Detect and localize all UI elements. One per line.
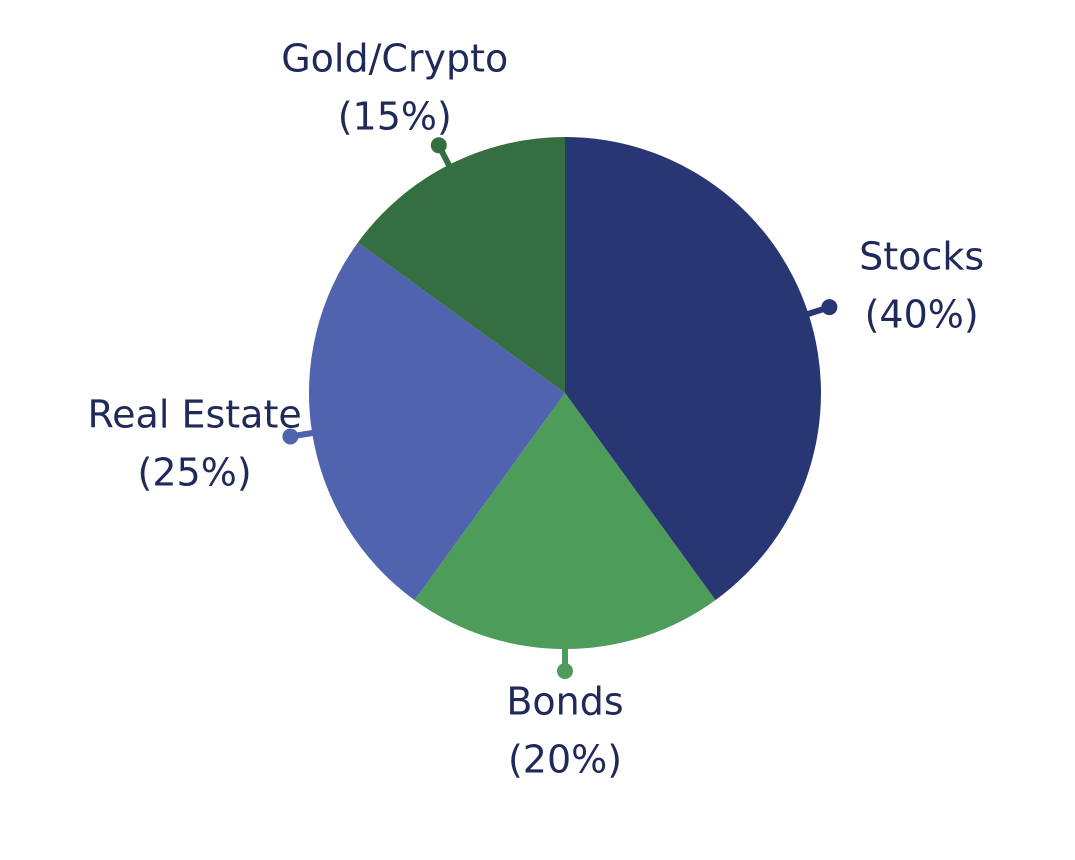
pie-slice: [357, 137, 565, 393]
slice-label: Gold/Crypto: [281, 37, 508, 81]
pie-slice: [565, 137, 821, 601]
connector-dot: [282, 428, 299, 445]
pie-slice: [414, 393, 716, 649]
connector-dot: [430, 137, 447, 154]
value-label: (15%): [338, 95, 452, 139]
slice-label: Bonds: [506, 680, 623, 724]
connector-dot: [821, 299, 838, 316]
value-label: (20%): [508, 738, 622, 782]
value-label: (40%): [865, 292, 979, 336]
slice-label: Stocks: [859, 234, 984, 278]
pie-slice: [309, 242, 565, 601]
slice-label: Real Estate: [87, 393, 301, 437]
value-label: (25%): [138, 451, 252, 495]
connector-dot: [557, 663, 573, 679]
